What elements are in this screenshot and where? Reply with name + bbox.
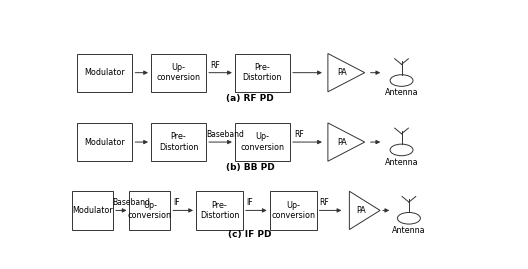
Text: Up-
conversion: Up- conversion bbox=[156, 63, 201, 82]
Circle shape bbox=[398, 213, 420, 224]
Text: Pre-
Distortion: Pre- Distortion bbox=[200, 201, 239, 220]
Text: Baseband: Baseband bbox=[206, 130, 244, 139]
Text: (c) IF PD: (c) IF PD bbox=[229, 231, 272, 239]
Text: Modulator: Modulator bbox=[84, 137, 125, 147]
Bar bbox=[270, 191, 317, 229]
Text: Pre-
Distortion: Pre- Distortion bbox=[159, 132, 198, 152]
Text: PA: PA bbox=[356, 206, 366, 215]
Text: Pre-
Distortion: Pre- Distortion bbox=[243, 63, 282, 82]
Text: Up-
conversion: Up- conversion bbox=[240, 132, 285, 152]
Text: Antenna: Antenna bbox=[392, 226, 426, 235]
Text: IF: IF bbox=[174, 198, 180, 207]
Bar bbox=[77, 54, 133, 92]
Bar bbox=[77, 123, 133, 161]
Text: PA: PA bbox=[337, 68, 347, 77]
Text: RF: RF bbox=[294, 130, 304, 139]
Bar bbox=[72, 191, 113, 229]
Text: Antenna: Antenna bbox=[385, 89, 418, 97]
Text: Modulator: Modulator bbox=[84, 68, 125, 77]
Text: RF: RF bbox=[319, 198, 328, 207]
Bar bbox=[235, 123, 290, 161]
Text: Antenna: Antenna bbox=[385, 158, 418, 167]
Text: PA: PA bbox=[337, 137, 347, 147]
Bar bbox=[196, 191, 243, 229]
Text: (b) BB PD: (b) BB PD bbox=[226, 163, 275, 172]
Text: Up-
conversion: Up- conversion bbox=[271, 201, 315, 220]
Polygon shape bbox=[350, 191, 380, 229]
Circle shape bbox=[390, 144, 413, 156]
Text: RF: RF bbox=[210, 61, 220, 70]
Bar bbox=[129, 191, 171, 229]
Bar bbox=[151, 54, 206, 92]
Polygon shape bbox=[328, 54, 365, 92]
Text: Up-
conversion: Up- conversion bbox=[128, 201, 172, 220]
Text: Modulator: Modulator bbox=[72, 206, 113, 215]
Circle shape bbox=[390, 75, 413, 86]
Bar bbox=[235, 54, 290, 92]
Text: Baseband: Baseband bbox=[112, 198, 150, 207]
Bar bbox=[151, 123, 206, 161]
Text: (a) RF PD: (a) RF PD bbox=[227, 94, 274, 103]
Polygon shape bbox=[328, 123, 365, 161]
Text: IF: IF bbox=[246, 198, 253, 207]
